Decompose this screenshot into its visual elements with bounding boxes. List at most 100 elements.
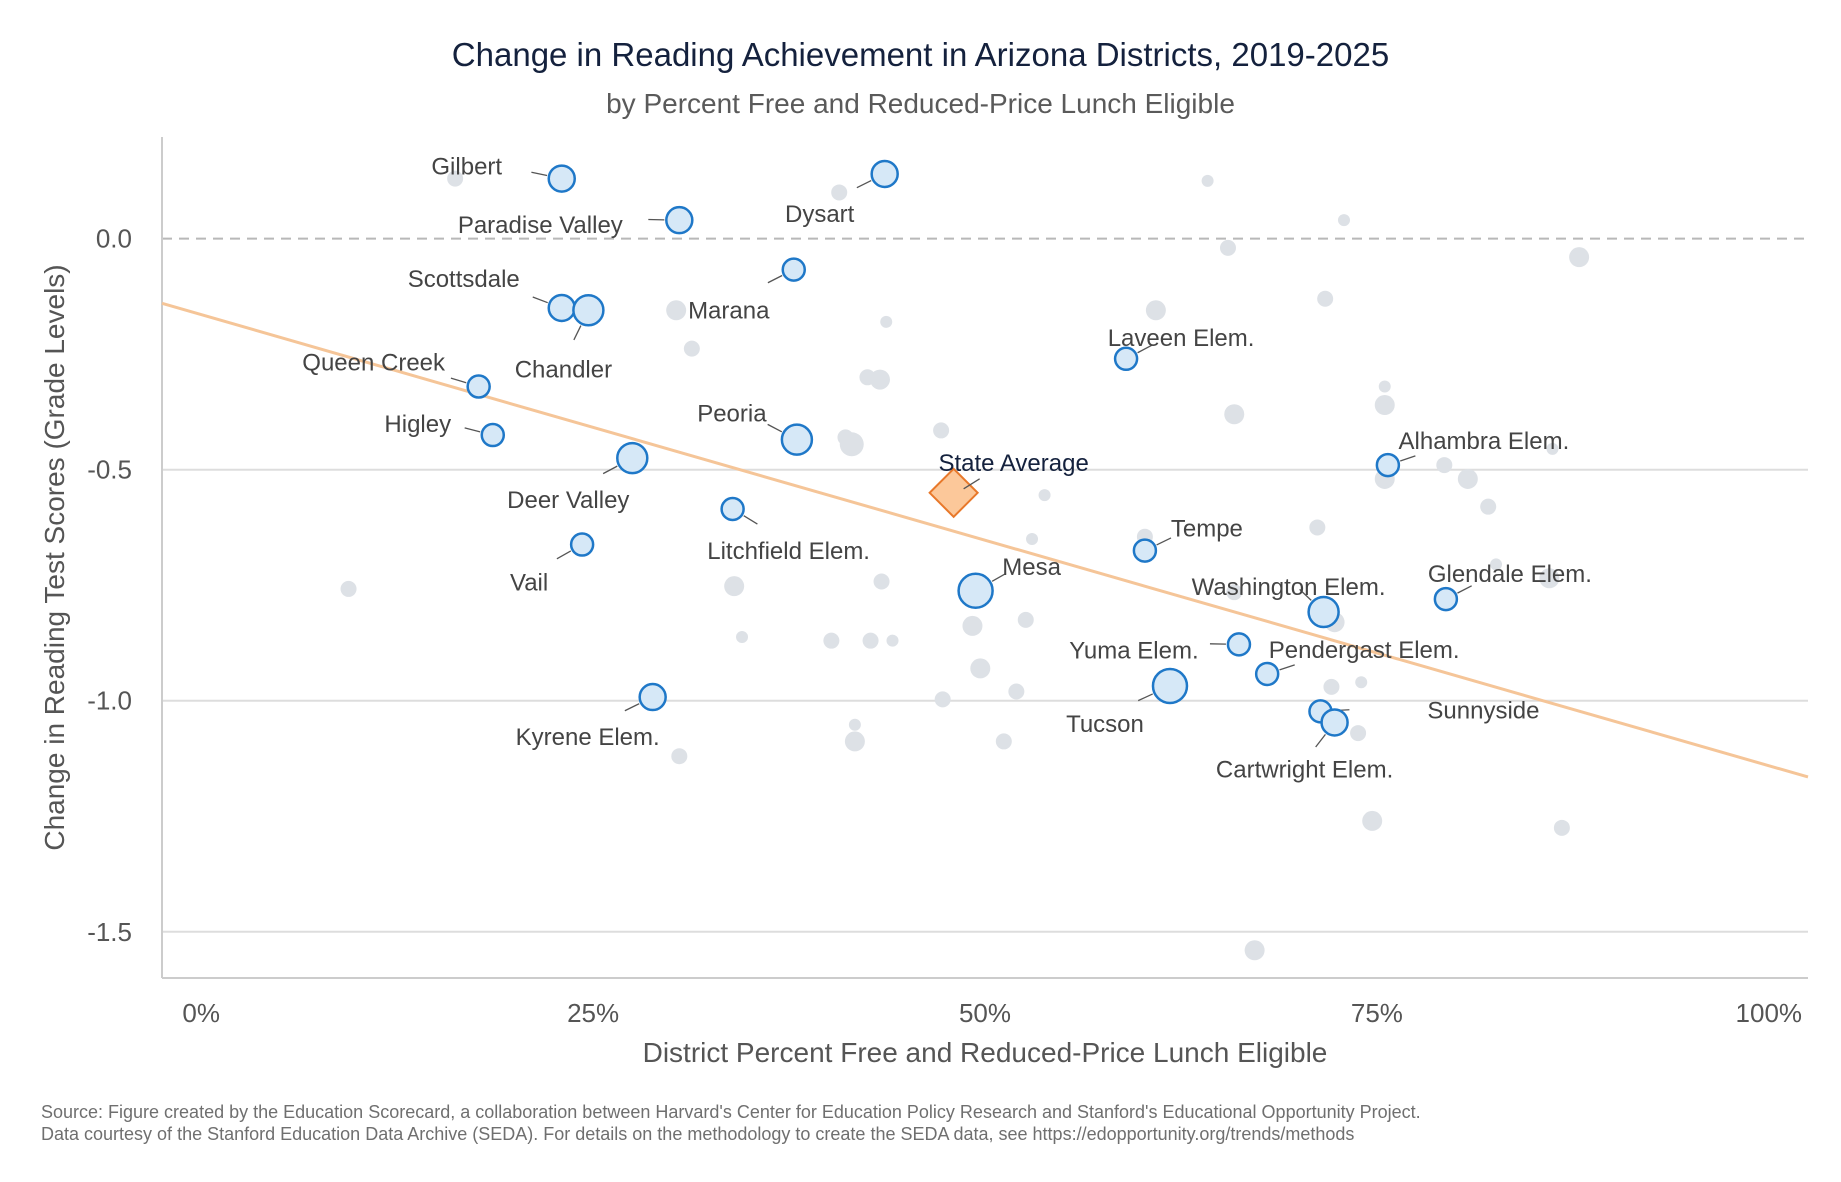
district-point: [1490, 558, 1503, 571]
district-point: [1317, 290, 1334, 307]
district-point: [1244, 940, 1265, 961]
district-point-highlighted: [1320, 708, 1349, 737]
district-point: [880, 315, 893, 328]
district-point: [862, 632, 879, 649]
district-point: [1145, 300, 1166, 321]
district-point-highlighted: [466, 374, 491, 399]
x-tick-label: 75%: [1351, 998, 1403, 1028]
district-point: [1355, 676, 1368, 689]
district-label: Tempe: [1171, 516, 1243, 543]
district-point: [934, 691, 951, 708]
district-point: [1219, 239, 1236, 256]
district-label: Gilbert: [431, 154, 502, 181]
district-point-highlighted: [1226, 632, 1252, 657]
leader-line: [1299, 588, 1312, 601]
district-label: Chandler: [515, 356, 612, 383]
district-label: Marana: [688, 298, 770, 325]
district-label: Laveen Elem.: [1108, 325, 1255, 352]
state-average-group: State Average: [928, 450, 1089, 519]
district-point-highlighted: [1254, 661, 1280, 687]
x-tick-label: 0%: [182, 998, 220, 1028]
district-label: Paradise Valley: [458, 212, 623, 239]
district-point: [340, 580, 357, 597]
district-point-highlighted: [665, 205, 694, 235]
source-note-line-2: Data courtesy of the Stanford Education …: [41, 1124, 1355, 1144]
district-point: [869, 369, 890, 390]
district-point: [1017, 611, 1034, 628]
district-point: [1378, 380, 1391, 393]
source-note-line-1: Source: Figure created by the Education …: [41, 1102, 1421, 1122]
district-point: [1309, 519, 1326, 536]
district-point: [666, 300, 687, 321]
x-tick-label: 100%: [1736, 998, 1803, 1028]
district-point: [447, 170, 464, 187]
district-label: Sunnyside: [1427, 697, 1539, 724]
state-average-label: State Average: [938, 450, 1088, 477]
district-point: [839, 432, 864, 457]
district-point-highlighted: [616, 441, 649, 475]
district-point: [683, 340, 700, 357]
axes: 0.0 -0.5 -1.0 -1.5 0% 25% 50% 75% 100% District P…: [39, 137, 1808, 1068]
district-point: [1323, 678, 1340, 695]
district-point: [1026, 533, 1039, 546]
leader-line: [1156, 537, 1172, 546]
x-tick-label: 25%: [567, 998, 619, 1028]
trend-line-group: [161, 301, 1809, 779]
leader-line: [556, 550, 572, 560]
district-point-highlighted: [957, 572, 994, 610]
district-point: [844, 731, 865, 752]
district-point: [1546, 442, 1559, 455]
leader-line: [573, 325, 582, 341]
district-label: Pendergast Elem.: [1269, 637, 1460, 664]
district-point: [1362, 810, 1383, 831]
district-point-highlighted: [1307, 595, 1340, 629]
leader-line: [767, 274, 783, 284]
district-point: [933, 422, 950, 439]
district-point-highlighted: [870, 159, 899, 189]
district-labels: Gilbert Paradise Valley Dysart Scottsdale Ch…: [302, 154, 1592, 784]
x-axis-title: District Percent Free and Reduced-Price …: [643, 1037, 1328, 1068]
district-label: Queen Creek: [302, 350, 446, 377]
district-label: Alhambra Elem.: [1399, 428, 1570, 455]
district-point: [1038, 489, 1051, 502]
leader-line: [531, 171, 548, 177]
district-point: [1480, 498, 1497, 515]
district-point: [736, 630, 749, 643]
district-point-highlighted: [572, 294, 605, 327]
district-point-highlighted: [1433, 586, 1459, 612]
district-point: [962, 615, 983, 636]
district-point: [1569, 247, 1590, 268]
district-label: Mesa: [1002, 554, 1061, 581]
district-point: [848, 718, 861, 731]
y-tick-label: -1.0: [87, 686, 132, 716]
y-axis-title: Change in Reading Test Scores (Grade Lev…: [39, 264, 70, 850]
district-point: [1337, 214, 1350, 227]
district-point-highlighted: [1151, 667, 1189, 705]
district-point: [970, 658, 991, 679]
leader-line: [1315, 733, 1326, 748]
gridlines: [162, 237, 1808, 933]
district-point-highlighted: [638, 682, 667, 712]
district-label: Glendale Elem.: [1428, 561, 1592, 588]
district-label: Deer Valley: [507, 487, 629, 514]
leader-line: [602, 465, 618, 475]
district-point: [671, 748, 688, 765]
district-point: [1350, 725, 1367, 742]
leader-line: [1400, 455, 1416, 462]
leader-line: [1457, 585, 1472, 594]
district-label: Higley: [384, 411, 451, 438]
district-point-highlighted: [1113, 346, 1139, 372]
district-label: Litchfield Elem.: [707, 538, 870, 565]
y-tick-label: 0.0: [96, 224, 132, 254]
district-label: Tucson: [1066, 711, 1144, 738]
district-point-highlighted: [547, 293, 576, 323]
district-point-highlighted: [720, 496, 745, 522]
district-label: Kyrene Elem.: [516, 724, 660, 751]
leader-line: [624, 703, 640, 712]
district-point: [1008, 683, 1025, 700]
trend-line: [161, 301, 1809, 779]
leader-line: [963, 478, 980, 490]
district-point-highlighted: [781, 257, 807, 282]
leader-line: [1137, 344, 1153, 354]
